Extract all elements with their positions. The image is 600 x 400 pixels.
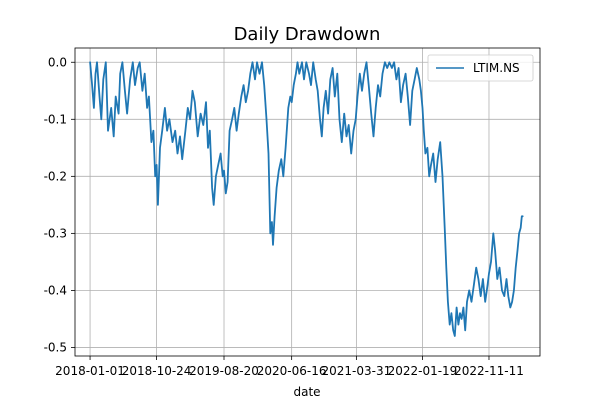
x-tick-label: 2018-01-01	[55, 364, 125, 378]
legend: LTIM.NS	[427, 54, 534, 82]
x-axis-label: date	[293, 385, 320, 399]
grid	[75, 48, 540, 356]
x-tick-label: 2022-01-19	[388, 364, 458, 378]
y-tick-label: -0.5	[44, 340, 67, 354]
x-axis: 2018-01-012018-10-242019-08-202020-06-16…	[55, 356, 524, 378]
y-tick-label: -0.4	[44, 283, 67, 297]
chart-title: Daily Drawdown	[234, 24, 381, 45]
legend-label: LTIM.NS	[473, 61, 520, 75]
x-tick-label: 2018-10-24	[122, 364, 192, 378]
x-tick-label: 2021-03-31	[322, 364, 392, 378]
y-tick-label: -0.3	[44, 226, 67, 240]
x-tick-label: 2019-08-20	[189, 364, 259, 378]
x-tick-label: 2022-11-11	[454, 364, 524, 378]
series-layer	[89, 61, 524, 337]
y-axis: 0.0 -0.1 -0.2 -0.3 -0.4 -0.5	[44, 55, 75, 354]
y-tick-label: 0.0	[48, 55, 67, 69]
y-tick-label: -0.2	[44, 169, 67, 183]
legend-box	[427, 54, 534, 82]
series-line-ltim-ns	[89, 61, 524, 337]
y-tick-label: -0.1	[44, 112, 67, 126]
x-tick-label: 2020-06-16	[257, 364, 327, 378]
plot-frame	[74, 47, 541, 357]
